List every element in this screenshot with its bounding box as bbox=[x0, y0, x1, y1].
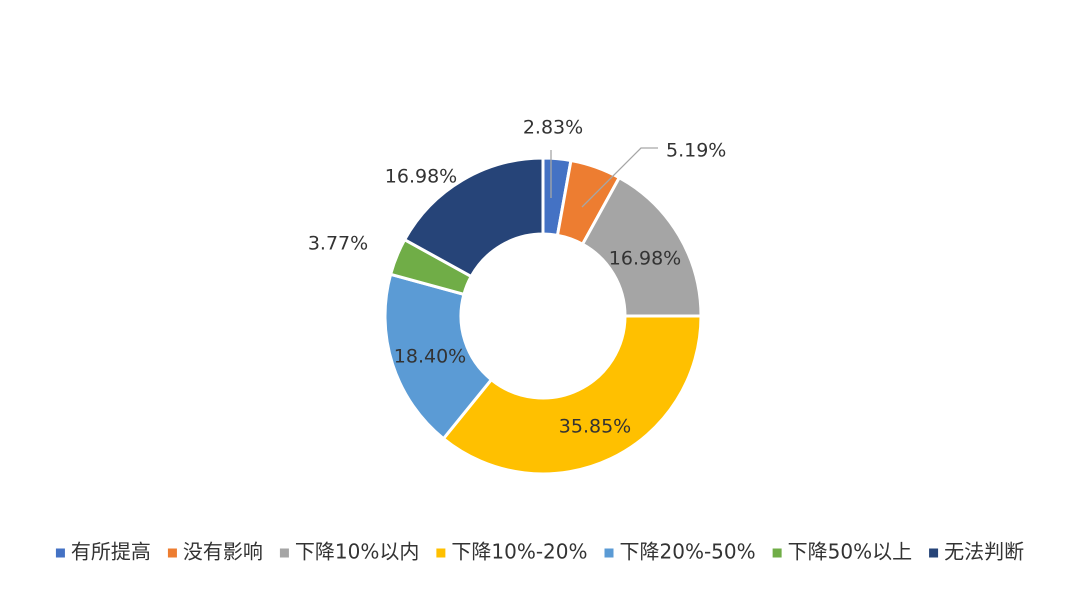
data-label-3: 16.98% bbox=[609, 248, 681, 270]
legend-item-1: 有所提高 bbox=[55, 540, 151, 564]
slice-5 bbox=[383, 272, 494, 441]
legend-swatch-7 bbox=[929, 548, 939, 558]
legend-label-4: 下降10%-20% bbox=[451, 540, 587, 564]
data-label-2: 5.19% bbox=[666, 140, 726, 162]
legend-item-7: 无法判断 bbox=[929, 540, 1024, 564]
legend-item-4: 下降10%-20% bbox=[436, 540, 588, 564]
legend-item-5: 下降20%-50% bbox=[604, 540, 756, 564]
data-labels-group: 2.83% 5.19% 16.98% 35.85% 18.40% 3.77% 16.98% bbox=[308, 117, 727, 438]
slice-4 bbox=[441, 314, 703, 476]
legend-swatch-2 bbox=[167, 548, 177, 558]
legend-swatch-4 bbox=[436, 548, 446, 558]
data-label-4: 35.85% bbox=[559, 416, 631, 438]
legend-item-6: 下降50%以上 bbox=[772, 540, 912, 564]
legend-swatch-5 bbox=[604, 548, 614, 558]
data-label-1: 2.83% bbox=[523, 117, 583, 139]
legend-item-3: 下降10%以内 bbox=[279, 540, 419, 564]
legend-label-1: 有所提高 bbox=[71, 540, 151, 564]
legend-label-6: 下降50%以上 bbox=[788, 540, 912, 564]
legend-swatch-3 bbox=[279, 548, 289, 558]
legend-label-5: 下降20%-50% bbox=[620, 540, 756, 564]
slices-group bbox=[383, 156, 703, 476]
legend-item-2: 没有影响 bbox=[167, 540, 263, 564]
slice-3 bbox=[580, 175, 703, 318]
data-label-6: 3.77% bbox=[308, 233, 368, 255]
leader-lines-group bbox=[550, 147, 658, 208]
legend-label-3: 下降10%以内 bbox=[295, 540, 419, 564]
legend-swatch-6 bbox=[772, 548, 782, 558]
slice-7 bbox=[402, 156, 545, 279]
data-label-7: 16.98% bbox=[385, 166, 457, 188]
leader-line-2 bbox=[581, 147, 658, 208]
legend: 有所提高 没有影响 下降10%以内 下降10%-20% 下降20%-50% 下降50%以上… bbox=[55, 540, 1024, 564]
data-label-5: 18.40% bbox=[394, 346, 466, 368]
legend-label-2: 没有影响 bbox=[183, 540, 263, 564]
legend-swatch-1 bbox=[55, 548, 65, 558]
legend-label-7: 无法判断 bbox=[944, 540, 1024, 564]
